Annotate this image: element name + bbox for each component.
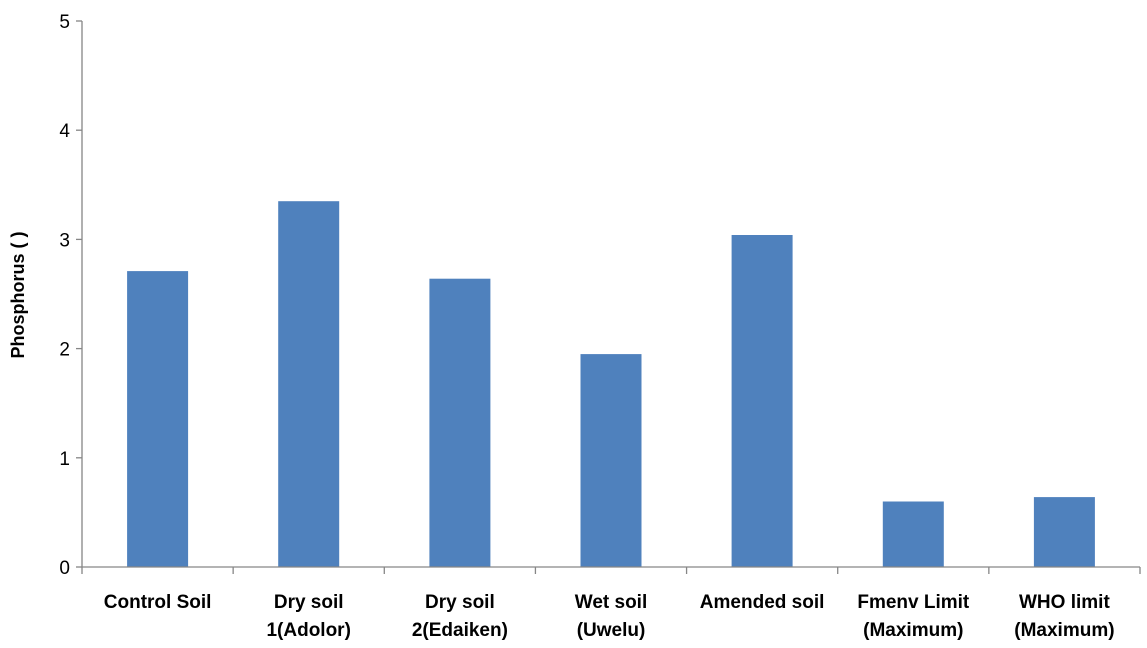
bar-1 [278,201,340,567]
y-tick-label-5: 5 [59,12,70,33]
y-tick-label-0: 0 [59,558,70,579]
axes-group [76,20,1141,574]
y-tick-label-3: 3 [59,230,70,251]
x-category-label-2-line-1: 2(Edaiken) [412,620,508,641]
x-category-label-1-line-0: Dry soil [274,592,344,613]
x-category-label-0-line-0: Control Soil [104,592,212,613]
y-tick-label-1: 1 [59,449,70,470]
y-tick-label-2: 2 [59,340,70,361]
x-category-label-3-line-0: Wet soil [575,592,648,613]
bar-0 [127,271,189,567]
x-category-label-5-line-0: Fmenv Limit [857,592,970,613]
bar-6 [1033,497,1095,567]
y-tick-labels: 0 1 2 3 4 5 [59,12,70,579]
x-category-label-4-line-0: Amended soil [700,592,825,613]
y-tick-label-4: 4 [59,121,70,142]
x-category-labels: Control Soil Dry soil 1(Adolor) Dry soil 2(E… [104,592,1115,641]
x-category-label-1-line-1: 1(Adolor) [266,620,350,641]
x-category-label-2-line-0: Dry soil [425,592,495,613]
y-axis-label: Phosphorus ( ) [8,232,28,359]
x-category-label-6-line-0: WHO limit [1019,592,1110,613]
bar-5 [882,501,944,567]
bar-4 [731,235,793,567]
bar-3 [580,354,642,567]
x-category-label-5-line-1: (Maximum) [863,620,963,641]
bar-2 [429,278,491,567]
bars-group [127,201,1095,567]
x-category-label-6-line-1: (Maximum) [1014,620,1114,641]
x-category-label-3-line-1: (Uwelu) [577,620,646,641]
